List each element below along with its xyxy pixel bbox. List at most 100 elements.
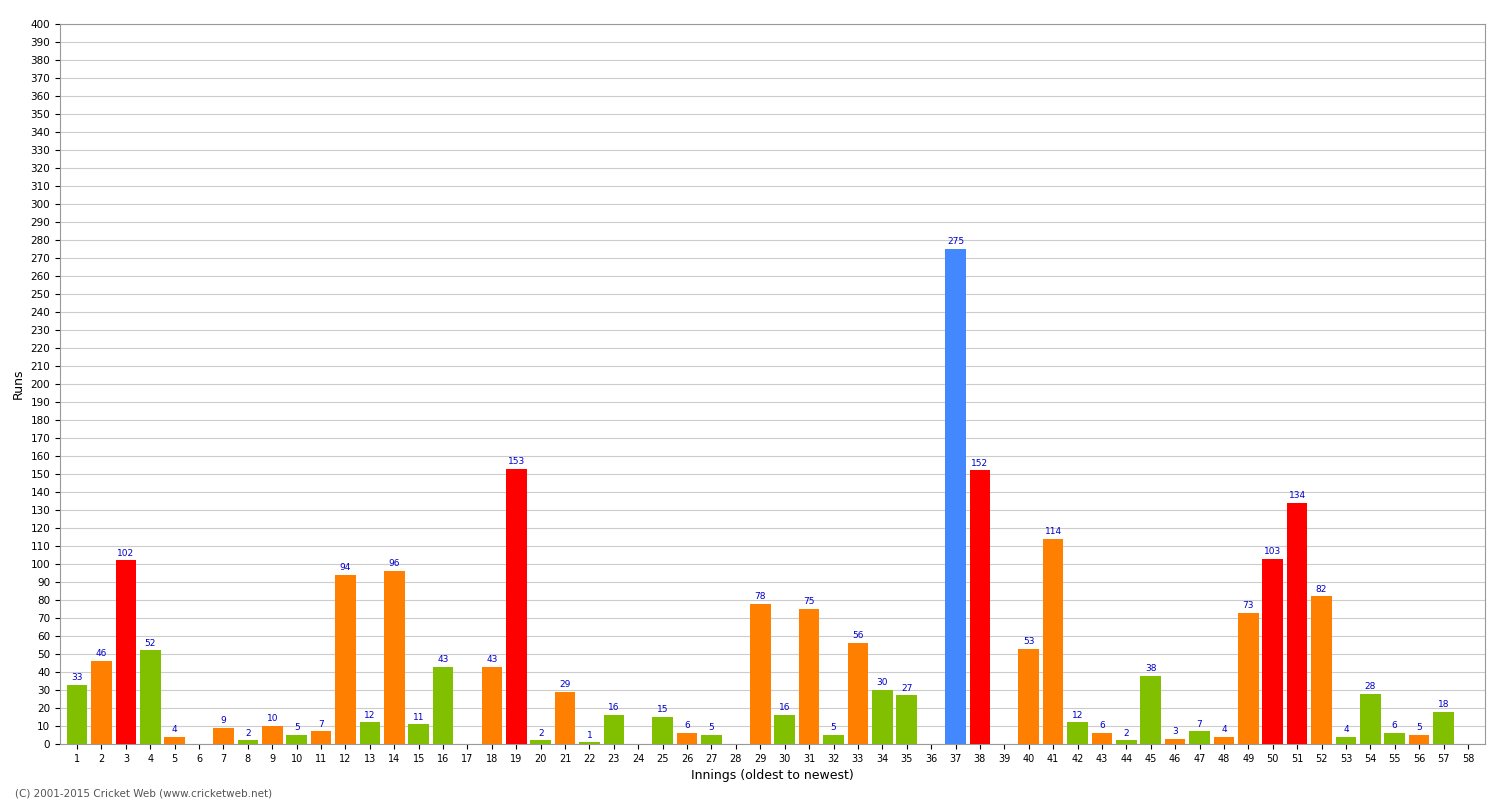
Text: 56: 56: [852, 631, 864, 641]
Bar: [1042, 539, 1064, 744]
Bar: [871, 690, 892, 744]
Text: 6: 6: [1392, 722, 1398, 730]
Bar: [1432, 712, 1454, 744]
Text: 2: 2: [1124, 729, 1130, 738]
Bar: [1360, 694, 1380, 744]
Bar: [66, 685, 87, 744]
Text: 12: 12: [364, 710, 375, 720]
Bar: [116, 560, 136, 744]
Text: 94: 94: [340, 563, 351, 572]
Bar: [774, 715, 795, 744]
Text: 1: 1: [586, 730, 592, 739]
Bar: [897, 695, 916, 744]
Bar: [1311, 596, 1332, 744]
Text: 9: 9: [220, 716, 226, 725]
Bar: [1408, 735, 1430, 744]
Bar: [676, 733, 698, 744]
Bar: [531, 741, 550, 744]
Bar: [360, 722, 381, 744]
Text: 6: 6: [684, 722, 690, 730]
Bar: [1092, 733, 1113, 744]
Text: 30: 30: [876, 678, 888, 687]
Bar: [847, 643, 868, 744]
Text: 18: 18: [1438, 700, 1449, 709]
Bar: [1140, 675, 1161, 744]
Text: 52: 52: [144, 638, 156, 648]
Bar: [579, 742, 600, 744]
Bar: [384, 571, 405, 744]
Text: 102: 102: [117, 549, 135, 558]
Bar: [750, 603, 771, 744]
Bar: [165, 737, 184, 744]
X-axis label: Innings (oldest to newest): Innings (oldest to newest): [692, 770, 853, 782]
Text: 114: 114: [1044, 527, 1062, 536]
Y-axis label: Runs: Runs: [12, 369, 26, 399]
Text: 12: 12: [1072, 710, 1083, 720]
Text: 3: 3: [1172, 727, 1178, 736]
Text: 152: 152: [972, 458, 988, 468]
Bar: [652, 717, 674, 744]
Bar: [1066, 722, 1088, 744]
Bar: [1263, 558, 1282, 744]
Text: 5: 5: [708, 723, 714, 732]
Text: 275: 275: [946, 238, 964, 246]
Text: 4: 4: [1221, 725, 1227, 734]
Bar: [824, 735, 844, 744]
Text: 43: 43: [438, 655, 448, 664]
Text: 5: 5: [294, 723, 300, 732]
Text: 7: 7: [318, 720, 324, 729]
Bar: [969, 470, 990, 744]
Bar: [1190, 731, 1210, 744]
Bar: [310, 731, 332, 744]
Text: 2: 2: [244, 729, 250, 738]
Text: 10: 10: [267, 714, 278, 723]
Bar: [432, 666, 453, 744]
Text: (C) 2001-2015 Cricket Web (www.cricketweb.net): (C) 2001-2015 Cricket Web (www.cricketwe…: [15, 788, 272, 798]
Text: 43: 43: [486, 655, 498, 664]
Bar: [945, 249, 966, 744]
Bar: [334, 574, 356, 744]
Text: 73: 73: [1242, 601, 1254, 610]
Text: 16: 16: [608, 703, 619, 713]
Text: 16: 16: [778, 703, 790, 713]
Bar: [213, 728, 234, 744]
Text: 78: 78: [754, 592, 766, 601]
Bar: [1287, 502, 1308, 744]
Text: 15: 15: [657, 706, 669, 714]
Text: 2: 2: [538, 729, 543, 738]
Bar: [603, 715, 624, 744]
Bar: [700, 735, 721, 744]
Text: 153: 153: [507, 457, 525, 466]
Text: 4: 4: [1342, 725, 1348, 734]
Text: 5: 5: [831, 723, 837, 732]
Bar: [506, 469, 526, 744]
Text: 53: 53: [1023, 637, 1035, 646]
Text: 5: 5: [1416, 723, 1422, 732]
Bar: [1116, 741, 1137, 744]
Text: 27: 27: [902, 684, 912, 693]
Bar: [286, 735, 308, 744]
Bar: [798, 609, 819, 744]
Bar: [92, 661, 112, 744]
Text: 75: 75: [804, 598, 814, 606]
Text: 28: 28: [1365, 682, 1376, 691]
Bar: [1019, 649, 1040, 744]
Text: 82: 82: [1316, 585, 1328, 594]
Bar: [482, 666, 502, 744]
Bar: [408, 724, 429, 744]
Bar: [262, 726, 282, 744]
Bar: [1164, 738, 1185, 744]
Text: 6: 6: [1100, 722, 1106, 730]
Text: 103: 103: [1264, 547, 1281, 556]
Bar: [555, 692, 576, 744]
Bar: [1384, 733, 1406, 744]
Text: 29: 29: [560, 680, 572, 689]
Bar: [1214, 737, 1234, 744]
Bar: [1335, 737, 1356, 744]
Bar: [140, 650, 160, 744]
Text: 46: 46: [96, 650, 106, 658]
Text: 7: 7: [1197, 720, 1203, 729]
Text: 11: 11: [413, 713, 424, 722]
Text: 4: 4: [172, 725, 177, 734]
Text: 134: 134: [1288, 491, 1305, 500]
